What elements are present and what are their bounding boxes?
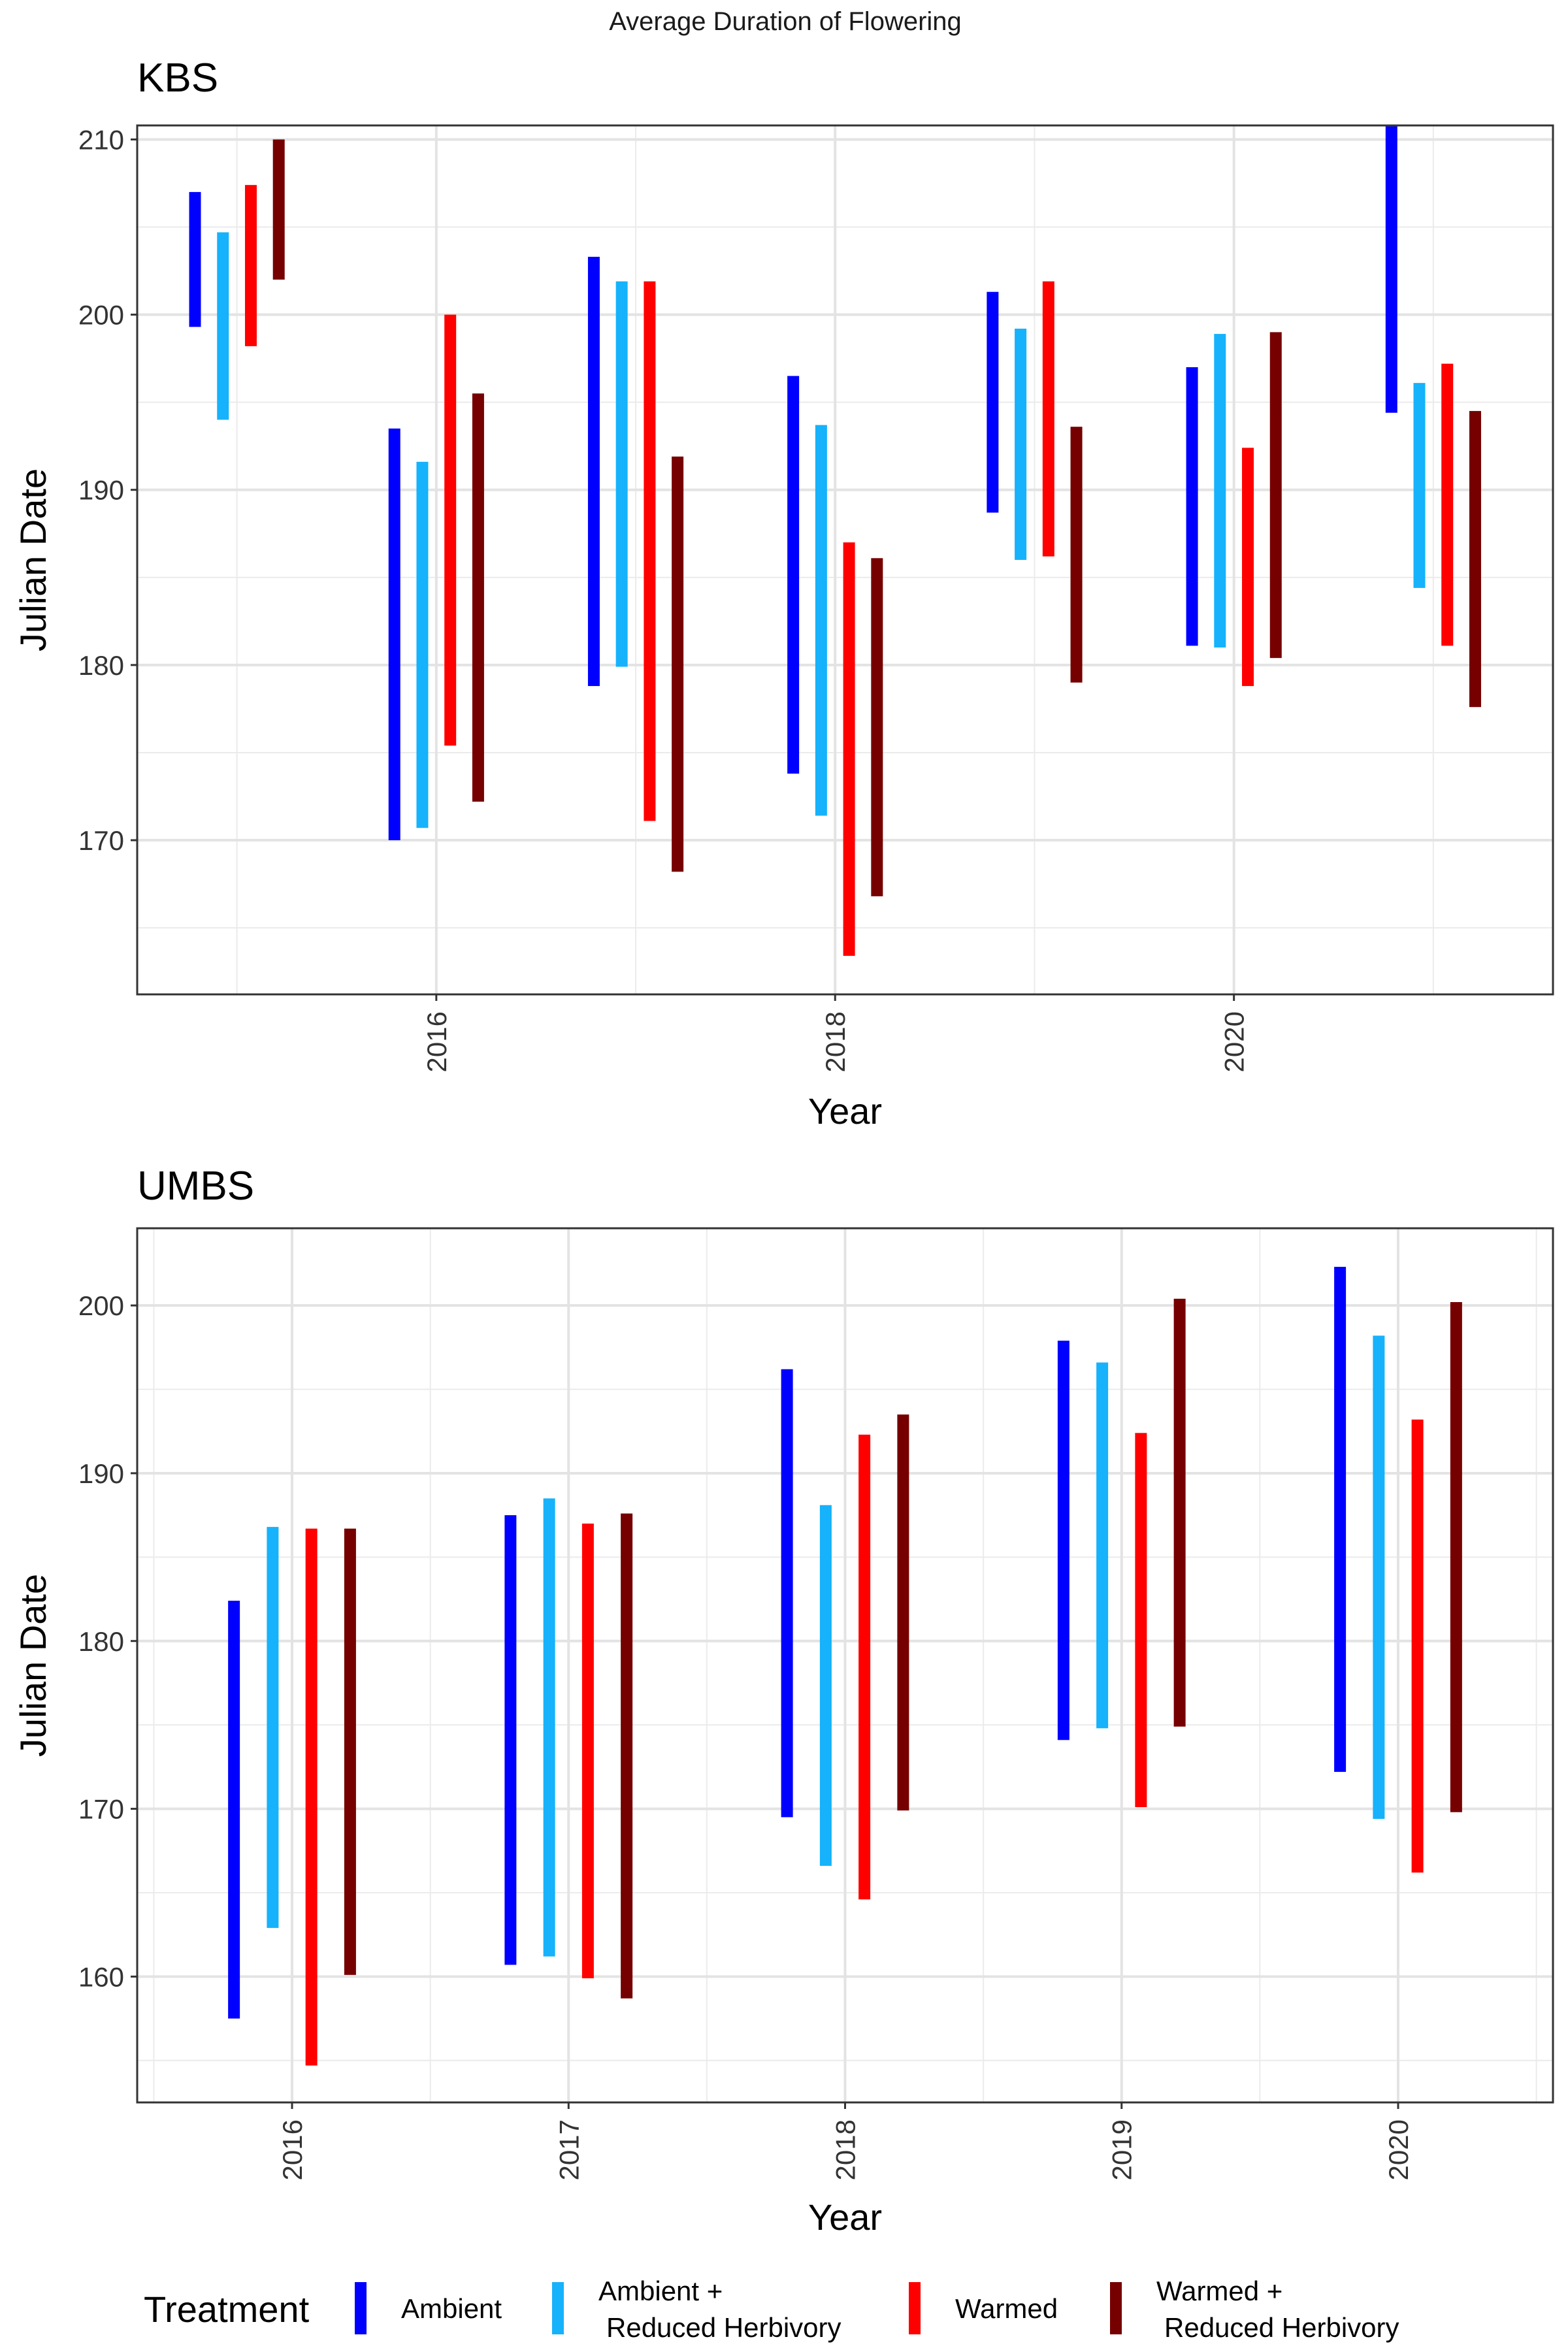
gridlines (137, 1228, 1553, 2102)
range-bar-2-2020 (1214, 334, 1226, 648)
y-tick-label: 190 (78, 1458, 124, 1489)
x-tick-label: 2016 (421, 1011, 452, 1072)
range-bar-4-2020 (1269, 332, 1282, 659)
range-bar-2-2021 (1413, 383, 1426, 588)
y-axis-title: Julian Date (12, 1574, 54, 1757)
y-tick-label: 190 (78, 475, 124, 506)
range-bars (228, 1267, 1462, 2066)
legend-label: Warmed (955, 2293, 1058, 2324)
range-bar-2-2018 (815, 425, 827, 816)
range-bar-3-2020 (1242, 448, 1254, 687)
range-bar-1-2019 (1057, 1341, 1070, 1740)
range-bar-1-2020 (1186, 367, 1198, 646)
range-bars (189, 125, 1481, 956)
range-bar-3-2016 (305, 1528, 318, 2066)
x-tick-label: 2020 (1383, 2119, 1414, 2180)
range-bar-1-2021 (1385, 125, 1397, 413)
range-bar-3-2016 (444, 314, 457, 746)
y-tick-label: 170 (78, 1794, 124, 1825)
range-bar-4-2019 (1173, 1298, 1186, 1727)
range-bar-3-2019 (1042, 281, 1054, 557)
legend-label-line1: Warmed + (1156, 2276, 1282, 2306)
y-axis-title: Julian Date (12, 468, 54, 651)
range-bar-1-2017 (504, 1515, 517, 1965)
range-bar-3-2021 (1441, 363, 1454, 646)
x-tick-label: 2016 (277, 2119, 308, 2180)
legend-key-4 (1110, 2282, 1122, 2334)
y-tick-label: 180 (78, 650, 124, 681)
range-bar-2-2017 (543, 1498, 555, 1957)
chart-panel-umbs: 160 170 180 190 200 2016 2017 2018 2019 2020 UMBS Y… (12, 1164, 1554, 2238)
range-bar-4-2015 (272, 139, 285, 280)
range-bar-4-2020 (1450, 1301, 1462, 1812)
y-tick-label: 170 (78, 825, 124, 856)
range-bar-2-2016 (416, 461, 429, 828)
y-tick-label: 200 (78, 1290, 124, 1321)
range-bar-3-2020 (1411, 1419, 1424, 1873)
range-bar-3-2018 (843, 542, 855, 956)
x-tick-label: 2017 (553, 2119, 584, 2180)
legend-key-1 (355, 2282, 367, 2334)
range-bar-3-2017 (581, 1523, 594, 1978)
x-axis-title: Year (808, 1090, 882, 1132)
range-bar-1-2018 (781, 1369, 793, 1818)
range-bar-3-2017 (644, 281, 656, 821)
legend-label-line1: Ambient + (598, 2276, 723, 2306)
range-bar-2-2019 (1096, 1362, 1109, 1729)
panel-border (136, 124, 1554, 996)
legend-title: Treatment (144, 2289, 310, 2330)
range-bar-4-2016 (472, 393, 484, 802)
range-bar-1-2018 (787, 376, 800, 774)
range-bar-2-2018 (819, 1505, 832, 1866)
legend-label-line2: Reduced Herbivory (1164, 2312, 1399, 2343)
x-axis-title: Year (808, 2197, 882, 2238)
range-bar-1-2017 (587, 257, 600, 687)
range-bar-2-2020 (1373, 1335, 1385, 1819)
range-bar-4-2016 (344, 1528, 356, 1975)
y-tick-label: 180 (78, 1626, 124, 1657)
chart-panel-kbs: 170 180 190 200 210 2016 2018 2020 KBS Year Julian… (12, 56, 1554, 1132)
legend-label-line2: Reduced Herbivory (606, 2312, 841, 2343)
y-tick-label: 160 (78, 1961, 124, 1992)
range-bar-4-2017 (621, 1513, 633, 1999)
range-bar-2-2019 (1015, 329, 1027, 560)
legend-key-2 (552, 2282, 564, 2334)
x-tick-label: 2018 (820, 1011, 851, 1072)
range-bar-3-2018 (858, 1434, 871, 1900)
range-bar-2-2017 (615, 281, 628, 667)
figure-title: Average Duration of Flowering (609, 7, 962, 36)
range-bar-1-2015 (189, 191, 201, 327)
range-bar-3-2019 (1135, 1433, 1147, 1808)
x-tick-label: 2019 (1107, 2119, 1137, 2180)
legend-label: Ambient (401, 2293, 502, 2324)
range-bar-4-2018 (871, 558, 883, 896)
x-tick-label: 2020 (1219, 1011, 1250, 1072)
range-bar-3-2015 (244, 185, 257, 346)
x-tick-label: 2018 (830, 2119, 861, 2180)
range-bar-1-2020 (1334, 1267, 1347, 1772)
range-bar-4-2021 (1469, 411, 1481, 708)
range-bar-2-2016 (267, 1527, 279, 1928)
range-bar-4-2017 (672, 456, 684, 872)
legend-key-3 (909, 2282, 921, 2334)
range-bar-1-2019 (987, 291, 999, 513)
legend: Treatment Ambient Ambient + Reduced Herbivo… (144, 2276, 1399, 2343)
y-tick-label: 200 (78, 300, 124, 331)
panel-title: UMBS (137, 1164, 254, 1209)
range-bar-4-2019 (1070, 427, 1083, 683)
chart-panels: 170 180 190 200 210 2016 2018 2020 KBS Year Julian… (12, 56, 1554, 2238)
y-tick-label: 210 (78, 124, 124, 155)
range-bar-2-2015 (217, 232, 229, 420)
panel-title: KBS (137, 56, 218, 101)
range-bar-4-2018 (897, 1414, 909, 1811)
range-bar-1-2016 (228, 1601, 240, 2019)
range-bar-1-2016 (388, 428, 400, 841)
